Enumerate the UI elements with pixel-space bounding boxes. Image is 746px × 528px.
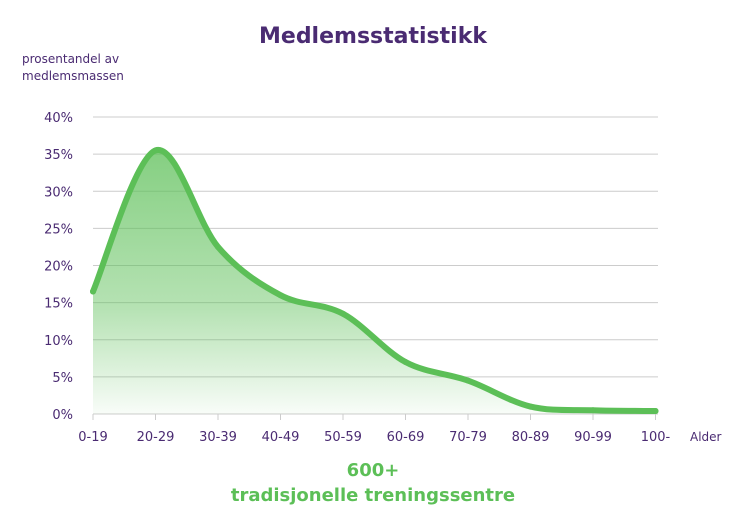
x-tick-label: 40-49: [262, 430, 300, 445]
chart-title: Medlemsstatistikk: [259, 24, 487, 49]
y-axis-label-line-1: prosentandel av: [22, 52, 120, 66]
y-tick-label: 5%: [52, 371, 73, 386]
data-point: [152, 147, 159, 154]
x-axis: 0-19 20-29 30-39 40-49 50-59 60-69 70-79 80-89 9…: [78, 414, 671, 445]
footer-count: 600+: [346, 460, 400, 481]
y-tick-label: 35%: [44, 148, 73, 163]
y-tick-label: 20%: [44, 260, 73, 275]
y-tick-label: 10%: [44, 334, 73, 349]
x-tick-label: 0-19: [78, 430, 108, 445]
y-tick-label: 0%: [52, 408, 73, 423]
x-tick-label: 70-79: [449, 430, 487, 445]
data-point: [652, 408, 659, 415]
x-tick-label: 60-69: [387, 430, 425, 445]
x-tick-label: 20-29: [137, 430, 175, 445]
y-axis-label-line-2: medlemsmassen: [22, 69, 124, 83]
data-point: [340, 310, 346, 317]
y-tick-label: 30%: [44, 185, 73, 200]
data-point: [402, 359, 409, 366]
x-tick-label: 90-99: [574, 430, 612, 445]
data-point: [527, 403, 534, 410]
x-tick-label: 80-89: [512, 430, 550, 445]
data-point: [215, 243, 221, 250]
data-point: [90, 288, 96, 295]
x-tick-label: 30-39: [199, 430, 237, 445]
x-tick-label: 100-: [641, 430, 671, 445]
y-tick-label: 25%: [44, 222, 73, 237]
data-point: [277, 292, 284, 299]
data-point: [465, 377, 471, 384]
data-point: [590, 407, 596, 414]
series-area-fill: [93, 149, 656, 414]
x-axis-label: Alder: [690, 430, 722, 444]
footer-description: tradisjonelle treningssentre: [230, 485, 516, 506]
y-axis-label: prosentandel av medlemsmassen: [22, 51, 124, 85]
y-tick-labels: 0% 5% 10% 15% 20% 25% 30% 35% 40%: [44, 111, 73, 423]
x-tick-label: 50-59: [324, 430, 362, 445]
y-tick-label: 15%: [44, 297, 73, 312]
y-tick-label: 40%: [44, 111, 73, 126]
data-points: [90, 147, 659, 415]
